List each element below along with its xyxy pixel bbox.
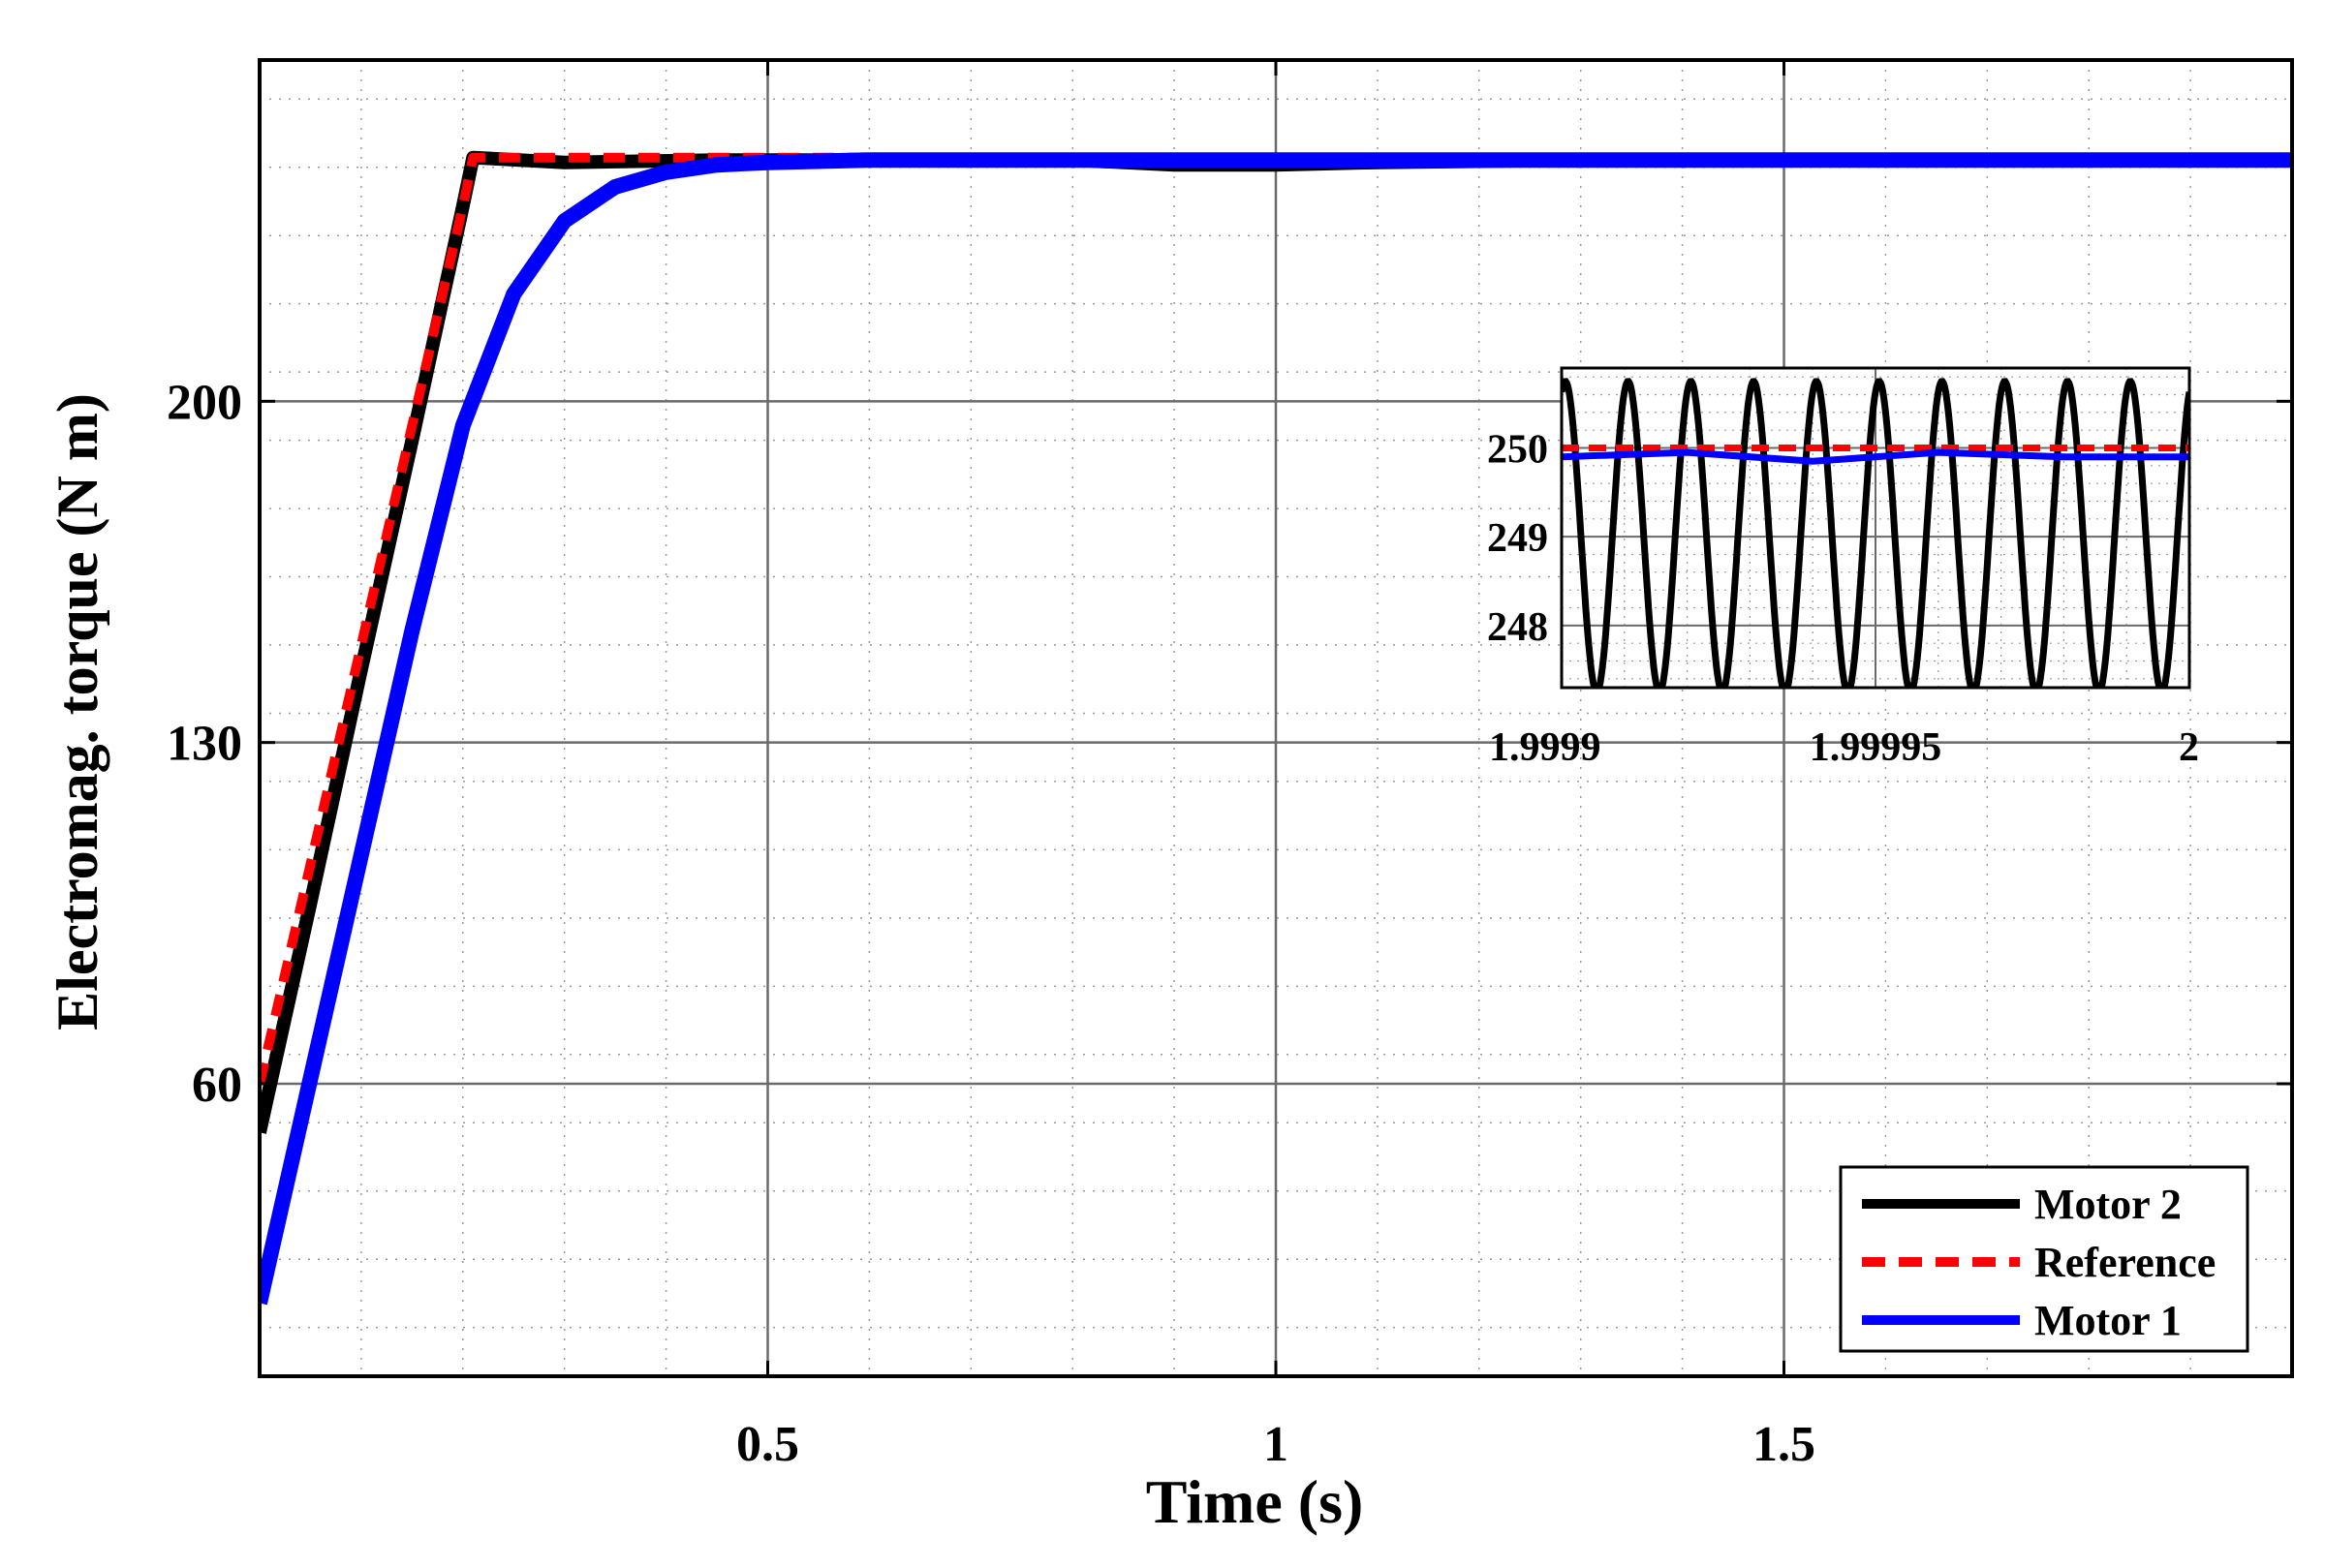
- y-tick-label: 200: [167, 375, 242, 430]
- motor-1-line: [260, 152, 2292, 1306]
- legend-label: Reference: [2034, 1239, 2216, 1286]
- inset-y-tick-label: 248: [1487, 605, 1548, 650]
- inset-x-tick-label: 1.9999: [1489, 725, 1601, 770]
- legend-label: Motor 2: [2034, 1181, 2182, 1228]
- y-tick-label: 130: [167, 717, 242, 772]
- x-tick-label: 0.5: [736, 1417, 799, 1472]
- x-axis-label: Time (s): [1146, 1467, 1364, 1536]
- inset-x-tick-label: 2: [2179, 725, 2199, 770]
- x-tick-label: 1.5: [1752, 1417, 1815, 1472]
- inset-y-tick-label: 250: [1487, 428, 1548, 473]
- inset-y-tick-label: 249: [1487, 516, 1548, 561]
- inset-ticks: 248 249 250 1.9999 1.99995 2: [1487, 428, 2199, 771]
- inset-motor-1-line: [1562, 448, 2189, 465]
- y-axis-label: Electromag. torque (N m): [46, 393, 109, 1030]
- inset-frame: [1560, 366, 2191, 690]
- legend-label: Motor 1: [2034, 1297, 2182, 1344]
- y-tick-label: 60: [192, 1058, 242, 1113]
- main-plot: 0.5 1 1.5 60 130 200 Time (s) Electromag. tor…: [46, 58, 2294, 1536]
- main-ticks: 0.5 1 1.5 60 130 200: [167, 60, 2292, 1472]
- inset-x-tick-label: 1.99995: [1810, 725, 1942, 770]
- inset-series: [1562, 378, 2189, 688]
- main-series: [260, 150, 2292, 1306]
- legend: Motor 2 Reference Motor 1: [1839, 1165, 2249, 1353]
- x-tick-label: 1: [1263, 1417, 1288, 1472]
- inset-motor-2-line: [1562, 378, 2189, 688]
- inset-plot: 248 249 250 1.9999 1.99995 2: [1487, 366, 2199, 771]
